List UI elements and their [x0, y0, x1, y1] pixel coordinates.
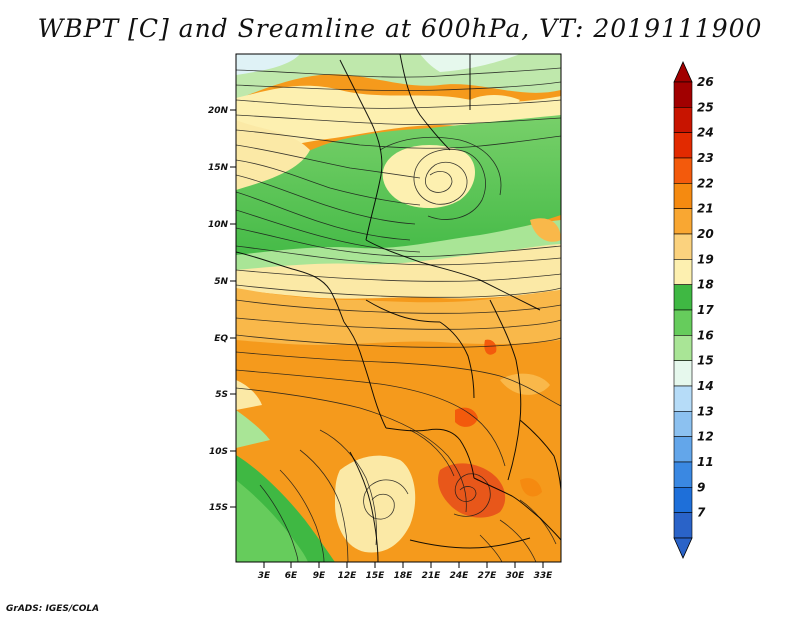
colorbar-level-label: 23	[697, 151, 714, 165]
colorbar-level-label: 19	[697, 252, 714, 266]
colorbar-level-label: 14	[697, 379, 714, 393]
lon-tick-label: 9E	[313, 571, 326, 581]
colorbar-swatch	[673, 132, 693, 159]
colorbar-level-label: 7	[697, 506, 706, 520]
colorbar-level-label: 24	[697, 126, 714, 140]
lon-tick-label: 27E	[478, 571, 498, 581]
lat-tick-label: 5N	[214, 277, 228, 287]
lon-tick-label: 3E	[258, 571, 271, 581]
wbpt-fill-layer	[236, 54, 561, 562]
colorbar-swatch	[673, 233, 693, 260]
colorbar-swatch	[673, 259, 693, 285]
colorbar-swatch	[673, 385, 693, 412]
lon-tick-label: 6E	[285, 571, 298, 581]
colorbar-top-arrow	[673, 61, 693, 83]
lon-tick-label: 15E	[366, 571, 386, 581]
lat-tick-label: 15S	[209, 503, 228, 513]
lat-tick-label: 5S	[215, 390, 228, 400]
colorbar-swatch	[673, 284, 693, 311]
lon-tick-label: 18E	[394, 571, 414, 581]
lat-tick-label: 20N	[208, 106, 229, 116]
lat-tick-label: EQ	[214, 334, 228, 344]
colorbar-level-label: 9	[697, 480, 705, 494]
colorbar-swatch	[673, 157, 693, 184]
grads-credit: GrADS: IGES/COLA	[6, 604, 100, 614]
lon-tick-label: 21E	[422, 571, 442, 581]
lat-tick-label: 15N	[208, 163, 229, 173]
colorbar-level-label: 18	[697, 278, 714, 292]
colorbar-swatch	[673, 360, 693, 387]
colorbar-level-label: 12	[697, 430, 714, 444]
lon-axis: 3E 6E 9E 12E 15E 18E 21E 24E 27E 30E 33E	[258, 562, 553, 581]
colorbar-swatch	[673, 461, 693, 488]
colorbar-swatch	[673, 183, 693, 209]
lat-axis: 20N 15N 10N 5N EQ 5S 10S 15S	[208, 106, 236, 513]
colorbar-level-label: 13	[697, 404, 714, 418]
colorbar-swatch	[673, 411, 693, 437]
colorbar-level-label: 11	[697, 455, 714, 469]
colorbar-level-label: 15	[697, 354, 714, 368]
map-frame	[235, 53, 562, 563]
colorbar: 26 25 24 23 22 21 20 19 18 17 16 15 14 13 12 11 9 7	[673, 61, 714, 559]
colorbar-level-label: 25	[697, 100, 714, 114]
colorbar-swatch	[673, 208, 693, 235]
colorbar-level-label: 22	[697, 176, 714, 190]
colorbar-swatch	[673, 81, 693, 108]
lon-tick-label: 24E	[450, 571, 470, 581]
colorbar-swatch	[673, 512, 693, 539]
lat-tick-label: 10N	[208, 220, 229, 230]
colorbar-level-label: 26	[697, 75, 714, 89]
colorbar-bottom-arrow	[673, 537, 693, 559]
colorbar-swatch	[673, 436, 693, 463]
colorbar-level-label: 17	[697, 303, 714, 317]
lon-tick-label: 30E	[506, 571, 526, 581]
colorbar-swatch	[673, 335, 693, 361]
map-title: WBPT [C] and Sreamline at 600hPa, VT: 20…	[37, 14, 763, 43]
lon-tick-label: 33E	[534, 571, 554, 581]
colorbar-level-label: 21	[697, 202, 714, 216]
colorbar-swatch	[673, 309, 693, 336]
colorbar-level-label: 16	[697, 328, 714, 342]
colorbar-level-label: 20	[697, 227, 714, 241]
lon-tick-label: 12E	[338, 571, 358, 581]
colorbar-swatch	[673, 487, 693, 513]
lat-tick-label: 10S	[209, 447, 228, 457]
colorbar-swatch	[673, 107, 693, 133]
